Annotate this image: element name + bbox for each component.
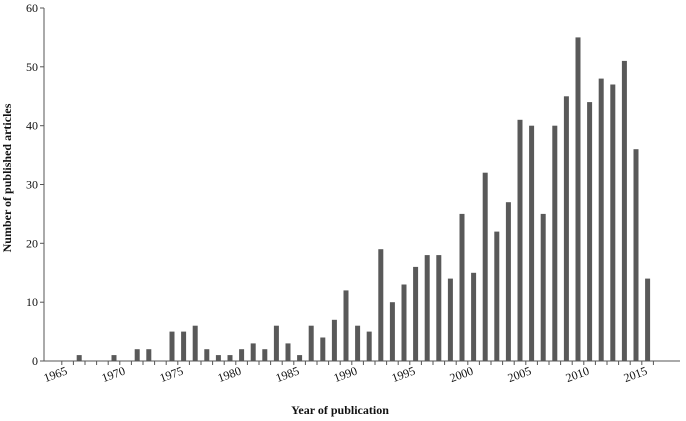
y-tick-label: 10 — [26, 295, 38, 309]
bar-2015 — [633, 149, 639, 361]
bar-1999 — [447, 278, 453, 361]
bar-1992 — [366, 331, 372, 361]
bar-2004 — [505, 202, 511, 361]
x-tick-label: 1975 — [158, 364, 185, 385]
bar-1979 — [215, 355, 221, 361]
bar-1986 — [297, 355, 303, 361]
x-ticks-group: 1965 1970 1975 1980 1985 1990 1995 2000 2005 2010… — [42, 361, 654, 385]
axes-group — [43, 8, 680, 362]
bar-1989 — [331, 319, 337, 361]
y-tick-label: 60 — [26, 1, 38, 15]
x-tick-label: 2005 — [506, 364, 533, 385]
bar-2000 — [459, 213, 465, 361]
bar-1990 — [343, 290, 349, 361]
bar-1997 — [424, 255, 430, 361]
y-tick-label: 0 — [32, 354, 38, 368]
bar-1976 — [181, 331, 187, 361]
bar-2014 — [621, 60, 627, 362]
bar-1975 — [169, 331, 175, 361]
bar-1993 — [378, 249, 384, 361]
x-tick-label: 1980 — [216, 364, 243, 385]
x-tick-label: 1995 — [390, 364, 417, 385]
bar-1983 — [262, 349, 268, 361]
bar-1991 — [355, 325, 361, 361]
bar-2013 — [610, 84, 616, 361]
x-tick-label: 1985 — [274, 364, 301, 385]
bar-1987 — [308, 325, 314, 361]
bar-1995 — [401, 284, 407, 361]
y-axis-title: Number of published articles — [0, 103, 14, 252]
bar-1985 — [285, 343, 291, 361]
bar-2007 — [540, 213, 546, 361]
bar-1973 — [146, 349, 152, 361]
bar-2011 — [587, 102, 593, 361]
bar-1972 — [134, 349, 140, 361]
bar-2010 — [575, 37, 581, 362]
bar-1980 — [227, 355, 233, 361]
bar-1978 — [204, 349, 210, 361]
x-tick-label: 1990 — [332, 364, 359, 385]
bar-2012 — [598, 78, 604, 361]
bar-1970 — [111, 355, 117, 361]
y-ticks-group: 0 10 20 30 40 50 60 — [26, 1, 44, 368]
x-tick-label: 1965 — [42, 364, 69, 385]
bar-2006 — [529, 125, 535, 361]
x-tick-label: 1970 — [100, 364, 127, 385]
bar-2001 — [471, 272, 477, 362]
bar-1984 — [273, 325, 279, 361]
bar-1967 — [76, 355, 82, 361]
x-tick-label: 2000 — [448, 364, 475, 385]
bar-1998 — [436, 255, 442, 361]
bar-2016 — [645, 278, 651, 361]
bar-2005 — [517, 119, 523, 361]
bar-1982 — [250, 343, 256, 361]
y-tick-label: 40 — [26, 119, 38, 133]
bar-2008 — [552, 125, 558, 361]
bar-1996 — [413, 266, 419, 361]
x-tick-label: 2010 — [564, 364, 591, 385]
y-tick-label: 50 — [26, 60, 38, 74]
bar-2002 — [482, 172, 488, 361]
bar-2009 — [563, 96, 569, 362]
bars-group — [76, 37, 651, 362]
bar-1981 — [239, 349, 245, 361]
y-tick-label: 30 — [26, 178, 38, 192]
bar-1988 — [320, 337, 326, 361]
bar-2003 — [494, 231, 500, 361]
bar-1977 — [192, 325, 198, 361]
y-tick-label: 20 — [26, 236, 38, 250]
bar-1994 — [389, 302, 395, 361]
x-tick-label: 2015 — [622, 364, 649, 385]
x-axis-title: Year of publication — [291, 403, 389, 417]
